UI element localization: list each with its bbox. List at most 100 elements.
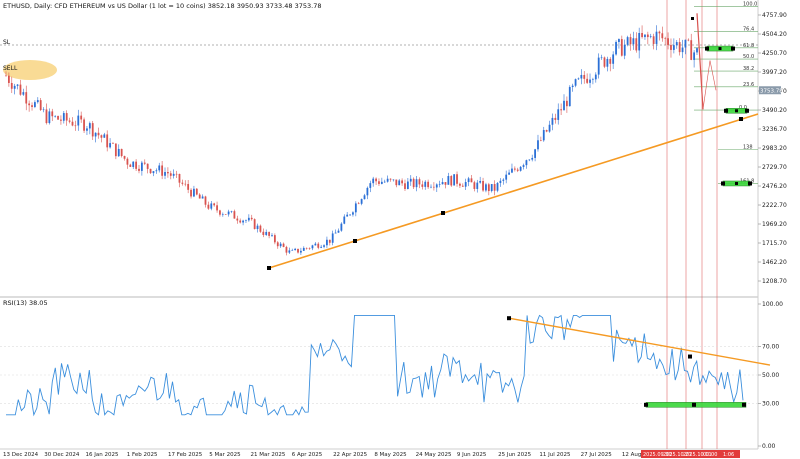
candle-body bbox=[352, 212, 354, 215]
candle-body bbox=[398, 180, 401, 186]
candle-body bbox=[259, 225, 262, 232]
fib-level-label: 76.4 bbox=[743, 26, 754, 32]
candle-body bbox=[612, 54, 615, 64]
candle-body bbox=[638, 33, 641, 51]
candle-body bbox=[620, 39, 623, 56]
candle-body bbox=[25, 92, 28, 104]
candle-body bbox=[71, 121, 74, 126]
time-window-label: 2025.10.11 bbox=[683, 452, 712, 458]
candle-body bbox=[467, 178, 470, 183]
price-tick-label: 1208.70 bbox=[762, 278, 787, 285]
candle-body bbox=[288, 250, 291, 253]
candle-body bbox=[207, 204, 210, 209]
candle-body bbox=[135, 161, 138, 169]
candle-body bbox=[337, 230, 340, 233]
candle-body bbox=[227, 211, 230, 215]
candle-body bbox=[505, 174, 508, 180]
candle-body bbox=[328, 239, 331, 243]
time-axis-label: 13 Dec 2024 bbox=[3, 452, 39, 458]
candle-body bbox=[28, 103, 31, 106]
swing-line bbox=[702, 60, 711, 110]
trendline-anchor bbox=[353, 239, 357, 243]
candle-body bbox=[302, 247, 305, 251]
candle-body bbox=[323, 245, 325, 247]
candle-body bbox=[94, 132, 97, 137]
fib-level-label: 61.8 bbox=[743, 43, 754, 49]
candle-body bbox=[655, 31, 658, 44]
fib-level-label: 38.2 bbox=[743, 66, 754, 72]
candle-body bbox=[91, 123, 94, 137]
candle-body bbox=[450, 176, 453, 186]
candle-body bbox=[372, 178, 375, 184]
candle-body bbox=[519, 166, 522, 171]
price-tick-label: 2222.70 bbox=[762, 202, 787, 209]
candle-body bbox=[531, 157, 534, 160]
candle-body bbox=[511, 168, 513, 173]
swing-drop-line bbox=[696, 13, 704, 110]
candle-body bbox=[7, 75, 10, 83]
zone-anchor bbox=[748, 181, 752, 186]
candle-body bbox=[395, 179, 398, 186]
candle-body bbox=[167, 172, 169, 174]
swing-high-marker bbox=[691, 17, 694, 20]
vertical-markers bbox=[666, 0, 718, 449]
time-axis-label: 30 Dec 2024 bbox=[44, 452, 80, 458]
candle-body bbox=[693, 52, 696, 60]
candle-body bbox=[300, 250, 302, 253]
zone-anchor bbox=[705, 46, 709, 51]
candle-body bbox=[178, 173, 181, 183]
candle-body bbox=[74, 125, 77, 127]
candle-body bbox=[253, 219, 256, 230]
candle-body bbox=[690, 40, 693, 60]
candle-body bbox=[117, 148, 120, 157]
candle-body bbox=[641, 33, 643, 38]
candle-body bbox=[172, 173, 175, 176]
candle-body bbox=[447, 176, 450, 185]
candle-body bbox=[594, 74, 597, 80]
candle-body bbox=[57, 116, 59, 120]
candle-body bbox=[432, 186, 435, 188]
candle-body bbox=[658, 31, 661, 34]
rsi-tick-label: 50.00 bbox=[762, 372, 779, 379]
candle-body bbox=[123, 156, 126, 159]
candle-body bbox=[276, 242, 279, 247]
candle-body bbox=[678, 42, 681, 53]
candle-body bbox=[193, 188, 195, 197]
candle-body bbox=[560, 109, 563, 111]
support-trendline bbox=[268, 113, 759, 269]
candle-body bbox=[221, 214, 224, 215]
rsi-tick-label: 0.00 bbox=[762, 443, 776, 450]
price-tick-label: 1715.70 bbox=[762, 240, 787, 247]
candle-body bbox=[77, 115, 80, 126]
candle-body bbox=[164, 172, 166, 176]
candle-body bbox=[112, 143, 114, 144]
candle-body bbox=[661, 33, 664, 39]
candle-body bbox=[48, 111, 51, 124]
zone-anchor bbox=[718, 47, 722, 51]
candle-body bbox=[31, 105, 33, 107]
candle-body bbox=[383, 181, 386, 183]
candle-body bbox=[597, 57, 600, 75]
candle-body bbox=[210, 203, 213, 209]
candle-body bbox=[268, 231, 271, 236]
candle-body bbox=[138, 168, 140, 171]
zone-anchor bbox=[735, 109, 738, 113]
candle-body bbox=[10, 82, 13, 89]
candle-body bbox=[140, 162, 143, 171]
time-axis-label: 27 Jul 2025 bbox=[581, 452, 613, 458]
candle-body bbox=[444, 182, 447, 185]
candle-body bbox=[305, 247, 308, 249]
candle-body bbox=[586, 78, 589, 83]
time-window-label: 1:06 bbox=[723, 452, 734, 458]
candle-body bbox=[129, 164, 132, 167]
candle-body bbox=[557, 109, 560, 120]
candle-body bbox=[250, 217, 253, 220]
candle-body bbox=[158, 165, 161, 171]
sell-label: SELL bbox=[3, 65, 18, 72]
candle-body bbox=[629, 37, 632, 45]
instrument-description: CFD ETHEREUM vs US Dollar (1 lot = 10 co… bbox=[54, 2, 206, 10]
current-price-label: 3753.78 bbox=[760, 88, 783, 94]
candle-body bbox=[152, 171, 155, 174]
time-axis-label: 8 May 2025 bbox=[374, 452, 407, 458]
